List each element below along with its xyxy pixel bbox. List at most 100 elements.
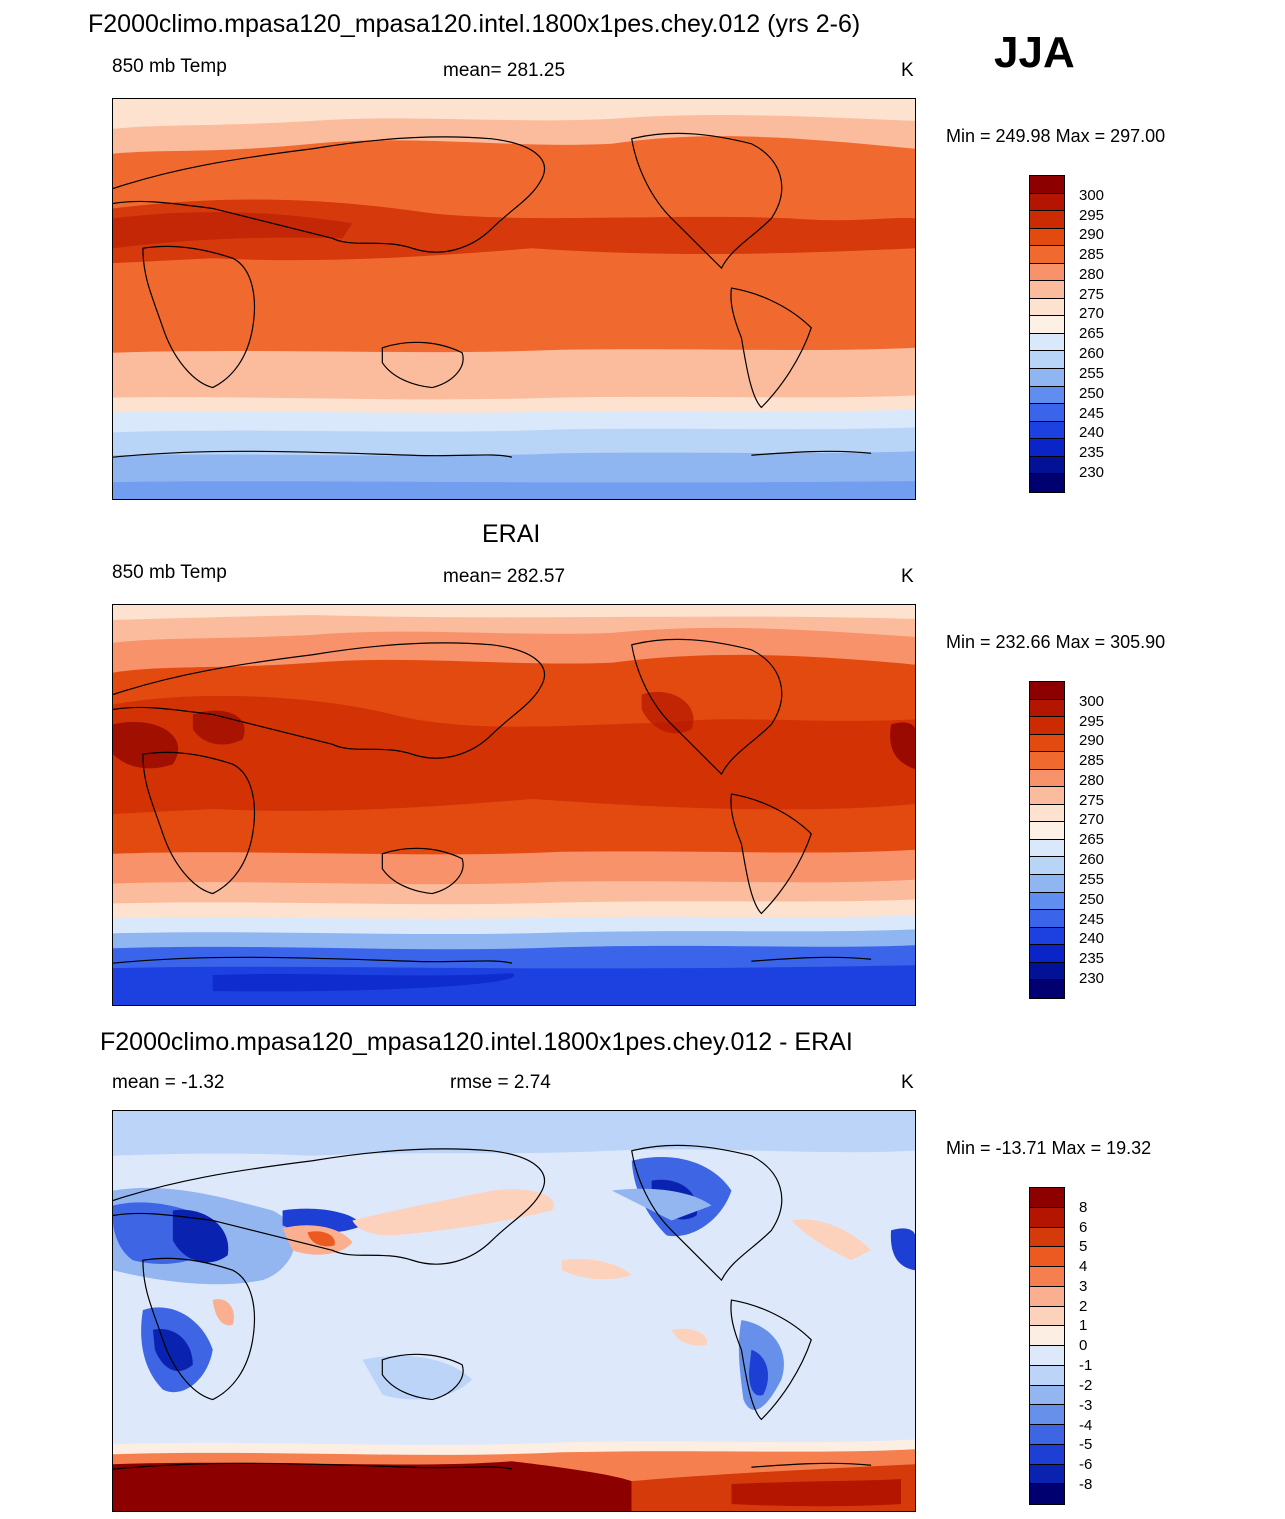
season-label: JJA <box>994 28 1075 77</box>
panel1-units: K <box>901 60 914 81</box>
panel2-cbar-label: 255 <box>1079 871 1105 888</box>
panel1-cbar-label: 250 <box>1079 385 1105 402</box>
panel1-cbar-label: 260 <box>1079 345 1105 362</box>
panel3-cbar-label: 0 <box>1079 1337 1088 1354</box>
colorbar-swatch <box>1030 769 1064 788</box>
panel2-cbar-label: 300 <box>1079 693 1105 710</box>
colorbar-swatch <box>1030 699 1064 718</box>
panel2-mean-label: mean= 282.57 <box>443 566 566 587</box>
panel3-cbar-label: -6 <box>1079 1456 1093 1473</box>
panel2-title: ERAI <box>482 520 541 548</box>
panel1-cbar-label: 285 <box>1079 246 1105 263</box>
colorbar-swatch <box>1030 892 1064 911</box>
colorbar-swatch <box>1030 316 1064 334</box>
panel1-cbar-label: 230 <box>1079 464 1105 481</box>
colorbar-swatch <box>1030 474 1064 492</box>
colorbar-swatch <box>1030 421 1064 440</box>
colorbar-swatch <box>1030 752 1064 770</box>
panel2-cbar-label: 235 <box>1079 950 1105 967</box>
panel3-mean-label: mean = -1.32 <box>112 1072 225 1093</box>
panel3-cbar-label: 5 <box>1079 1238 1088 1255</box>
colorbar-swatch <box>1030 1484 1064 1504</box>
panel3-units: K <box>901 1072 914 1093</box>
panel3-cbar-label: -1 <box>1079 1357 1093 1374</box>
panel1-cbar-label: 235 <box>1079 444 1105 461</box>
colorbar-swatch <box>1030 804 1064 823</box>
panel1-cbar-label: 275 <box>1079 286 1105 303</box>
panel3-cbar-label: 4 <box>1079 1258 1088 1275</box>
colorbar-swatch <box>1030 351 1064 370</box>
panel1-minmax: Min = 249.98 Max = 297.00 <box>946 126 1166 146</box>
colorbar-swatch <box>1030 1326 1064 1346</box>
colorbar-swatch <box>1030 1425 1064 1445</box>
panel1-cbar-label: 245 <box>1079 405 1105 422</box>
colorbar-swatch <box>1030 822 1064 840</box>
panel1-cbar-label: 265 <box>1079 325 1105 342</box>
panel1-cbar-label: 300 <box>1079 187 1105 204</box>
colorbar-swatch <box>1030 1405 1064 1425</box>
colorbar-swatch <box>1030 333 1064 352</box>
colorbar-swatch <box>1030 281 1064 299</box>
panel2-contour-field <box>113 605 915 1005</box>
panel2-cbar-label: 240 <box>1079 930 1105 947</box>
colorbar-swatch <box>1030 962 1064 981</box>
colorbar-swatch <box>1030 211 1064 229</box>
colorbar-swatch <box>1030 404 1064 422</box>
colorbar-swatch <box>1030 1207 1064 1228</box>
panel3-cbar-label: -2 <box>1079 1377 1093 1394</box>
colorbar-swatch <box>1030 1464 1064 1485</box>
panel1-cbar-label: 240 <box>1079 424 1105 441</box>
colorbar-swatch <box>1030 1385 1064 1406</box>
panel3-cbar-label: 2 <box>1079 1298 1088 1315</box>
panel3-cbar-label: 8 <box>1079 1199 1088 1216</box>
colorbar-swatch <box>1030 456 1064 475</box>
panel2-map <box>112 604 916 1006</box>
panel1-cbar-label: 280 <box>1079 266 1105 283</box>
panel3-cbar-label: -4 <box>1079 1417 1093 1434</box>
colorbar-swatch <box>1030 1227 1064 1248</box>
panel2-cbar-label: 230 <box>1079 970 1105 987</box>
colorbar-swatch <box>1030 228 1064 247</box>
panel1-cbar-label: 255 <box>1079 365 1105 382</box>
colorbar-swatch <box>1030 734 1064 753</box>
colorbar-swatch <box>1030 927 1064 946</box>
colorbar-swatch <box>1030 1286 1064 1307</box>
colorbar-swatch <box>1030 717 1064 735</box>
panel2-minmax: Min = 232.66 Max = 305.90 <box>946 632 1166 652</box>
panel3-cbar-label: 6 <box>1079 1219 1088 1236</box>
panel2-cbar-label: 250 <box>1079 891 1105 908</box>
colorbar-swatch <box>1030 1365 1064 1386</box>
panel3-map <box>112 1110 916 1512</box>
colorbar-swatch <box>1030 1444 1064 1465</box>
panel1-mean-label: mean= 281.25 <box>443 60 566 81</box>
panel2-cbar-label: 270 <box>1079 811 1105 828</box>
panel2-variable-label: 850 mb Temp <box>112 562 227 583</box>
panel1-map <box>112 98 916 500</box>
colorbar-swatch <box>1030 910 1064 928</box>
colorbar-swatch <box>1030 857 1064 876</box>
panel3-minmax: Min = -13.71 Max = 19.32 <box>946 1138 1152 1158</box>
panel2-colorbar <box>1029 681 1065 999</box>
panel2-cbar-label: 245 <box>1079 911 1105 928</box>
panel3-rmse-label: rmse = 2.74 <box>450 1072 551 1093</box>
colorbar-swatch <box>1030 1346 1064 1366</box>
plot-title: F2000climo.mpasa120_mpasa120.intel.1800x… <box>88 10 861 38</box>
colorbar-swatch <box>1030 1306 1064 1327</box>
panel1-colorbar <box>1029 175 1065 493</box>
panel2-cbar-label: 285 <box>1079 752 1105 769</box>
colorbar-swatch <box>1030 980 1064 998</box>
colorbar-swatch <box>1030 369 1064 387</box>
panel1-contour-field <box>113 99 915 499</box>
colorbar-swatch <box>1030 875 1064 893</box>
panel3-cbar-label: -8 <box>1079 1476 1093 1493</box>
colorbar-swatch <box>1030 1247 1064 1267</box>
panel3-cbar-label: -3 <box>1079 1397 1093 1414</box>
panel1-cbar-label: 270 <box>1079 305 1105 322</box>
panel2-cbar-label: 260 <box>1079 851 1105 868</box>
colorbar-swatch <box>1030 439 1064 457</box>
panel2-cbar-label: 265 <box>1079 831 1105 848</box>
panel3-cbar-label: -5 <box>1079 1436 1093 1453</box>
panel2-units: K <box>901 566 914 587</box>
panel1-cbar-label: 290 <box>1079 226 1105 243</box>
colorbar-swatch <box>1030 176 1064 194</box>
